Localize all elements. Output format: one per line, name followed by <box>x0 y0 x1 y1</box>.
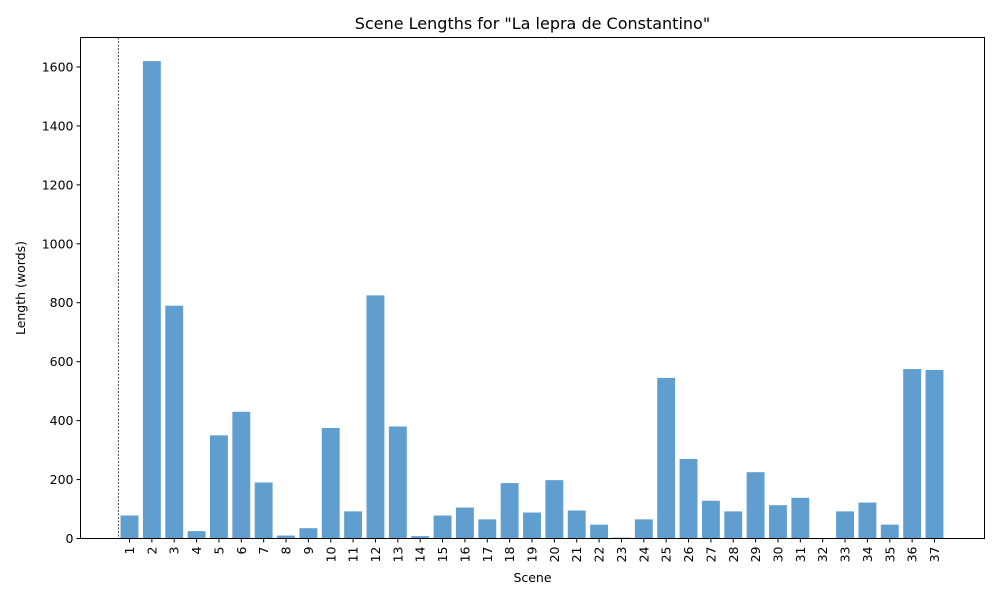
x-tick-label: 7 <box>256 547 271 555</box>
x-tick-label: 12 <box>368 547 383 563</box>
x-tick-label: 3 <box>167 547 182 555</box>
bar-scene-37 <box>925 369 944 539</box>
x-tick-label: 34 <box>860 546 875 562</box>
x-tick-label: 16 <box>457 546 472 562</box>
bar-scene-25 <box>657 377 676 539</box>
x-tick-label: 15 <box>435 547 450 563</box>
plot-frame <box>80 37 985 539</box>
bar-scene-29 <box>746 472 765 539</box>
y-axis-ticks: 0 200 400 600 800 1000 1200 1400 1600 <box>42 59 81 546</box>
bar-scene-18 <box>500 483 519 539</box>
x-tick-label: 14 <box>413 546 428 562</box>
bar-scene-2 <box>142 61 161 539</box>
x-tick-label: 9 <box>301 546 316 554</box>
bar-scene-4 <box>187 531 206 539</box>
bar-scene-5 <box>210 435 228 539</box>
x-tick-label: 11 <box>346 547 361 563</box>
y-tick-label: 600 <box>50 354 74 369</box>
bar-scene-13 <box>388 426 407 539</box>
y-tick-label: 1600 <box>42 59 74 74</box>
x-tick-label: 18 <box>502 546 517 562</box>
x-tick-label: 30 <box>770 546 785 562</box>
x-tick-label: 6 <box>234 546 249 554</box>
bar-scene-10 <box>321 427 340 539</box>
x-tick-label: 2 <box>144 547 159 555</box>
bar-scene-1 <box>120 515 139 539</box>
bar-scene-21 <box>567 510 586 539</box>
bar-scene-24 <box>634 519 653 539</box>
y-tick-label: 0 <box>66 531 74 546</box>
x-tick-label: 25 <box>659 547 674 563</box>
bar-scene-36 <box>903 369 922 539</box>
x-tick-label: 36 <box>905 546 920 562</box>
bar-scene-6 <box>232 411 251 539</box>
x-axis-label: Scene <box>513 570 551 585</box>
bar-scene-27 <box>701 500 720 539</box>
x-tick-label: 37 <box>927 547 942 563</box>
bar-scene-22 <box>590 524 609 539</box>
bar-scene-3 <box>165 305 184 539</box>
bar-scene-16 <box>455 507 474 539</box>
x-tick-label: 4 <box>189 546 204 554</box>
y-tick-label: 800 <box>50 295 74 310</box>
x-tick-label: 13 <box>390 547 405 563</box>
x-tick-label: 27 <box>703 547 718 563</box>
y-tick-label: 1200 <box>42 177 74 192</box>
x-tick-label: 23 <box>614 547 629 563</box>
x-tick-label: 33 <box>838 547 853 563</box>
y-tick-label: 400 <box>50 413 74 428</box>
y-tick-label: 1000 <box>42 236 74 251</box>
x-axis-ticks: 1 2 3 4 5 6 7 8 9 10 11 12 13 14 15 16 17 18 19 20 21 22 23 24 2… <box>122 538 942 563</box>
x-tick-label: 20 <box>547 546 562 562</box>
y-tick-label: 1400 <box>42 118 74 133</box>
x-tick-label: 10 <box>323 546 338 562</box>
bar-scene-19 <box>523 512 541 539</box>
x-tick-label: 19 <box>525 546 540 562</box>
bars-group <box>120 61 944 539</box>
bar-scene-28 <box>724 511 743 539</box>
bar-scene-15 <box>433 515 452 539</box>
x-tick-label: 32 <box>815 547 830 563</box>
x-tick-label: 1 <box>122 547 137 555</box>
bar-scene-8 <box>277 535 295 539</box>
x-tick-label: 28 <box>726 546 741 562</box>
bar-scene-17 <box>478 519 497 539</box>
bar-scene-9 <box>299 528 318 539</box>
bar-scene-14 <box>411 536 430 539</box>
y-tick-label: 200 <box>50 472 74 487</box>
bar-scene-12 <box>366 295 385 539</box>
x-tick-label: 17 <box>480 547 495 563</box>
bar-scene-26 <box>679 458 698 539</box>
bar-scene-7 <box>254 482 273 539</box>
x-tick-label: 35 <box>882 547 897 563</box>
x-tick-label: 31 <box>793 547 808 563</box>
x-tick-label: 8 <box>279 546 294 554</box>
bar-scene-33 <box>836 511 854 539</box>
x-tick-label: 5 <box>211 547 226 555</box>
bar-scene-34 <box>858 502 877 539</box>
y-axis-label: Length (words) <box>13 241 28 335</box>
bar-scene-20 <box>545 480 564 539</box>
bar-scene-11 <box>344 511 363 539</box>
x-tick-label: 26 <box>681 546 696 562</box>
bar-scene-35 <box>880 524 899 539</box>
x-tick-label: 24 <box>636 546 651 562</box>
x-tick-label: 21 <box>569 547 584 563</box>
x-tick-label: 22 <box>592 547 607 563</box>
x-tick-label: 29 <box>748 546 763 562</box>
chart-title: Scene Lengths for "La lepra de Constanti… <box>355 14 710 33</box>
bar-scene-30 <box>769 505 787 539</box>
bar-scene-31 <box>791 497 810 539</box>
